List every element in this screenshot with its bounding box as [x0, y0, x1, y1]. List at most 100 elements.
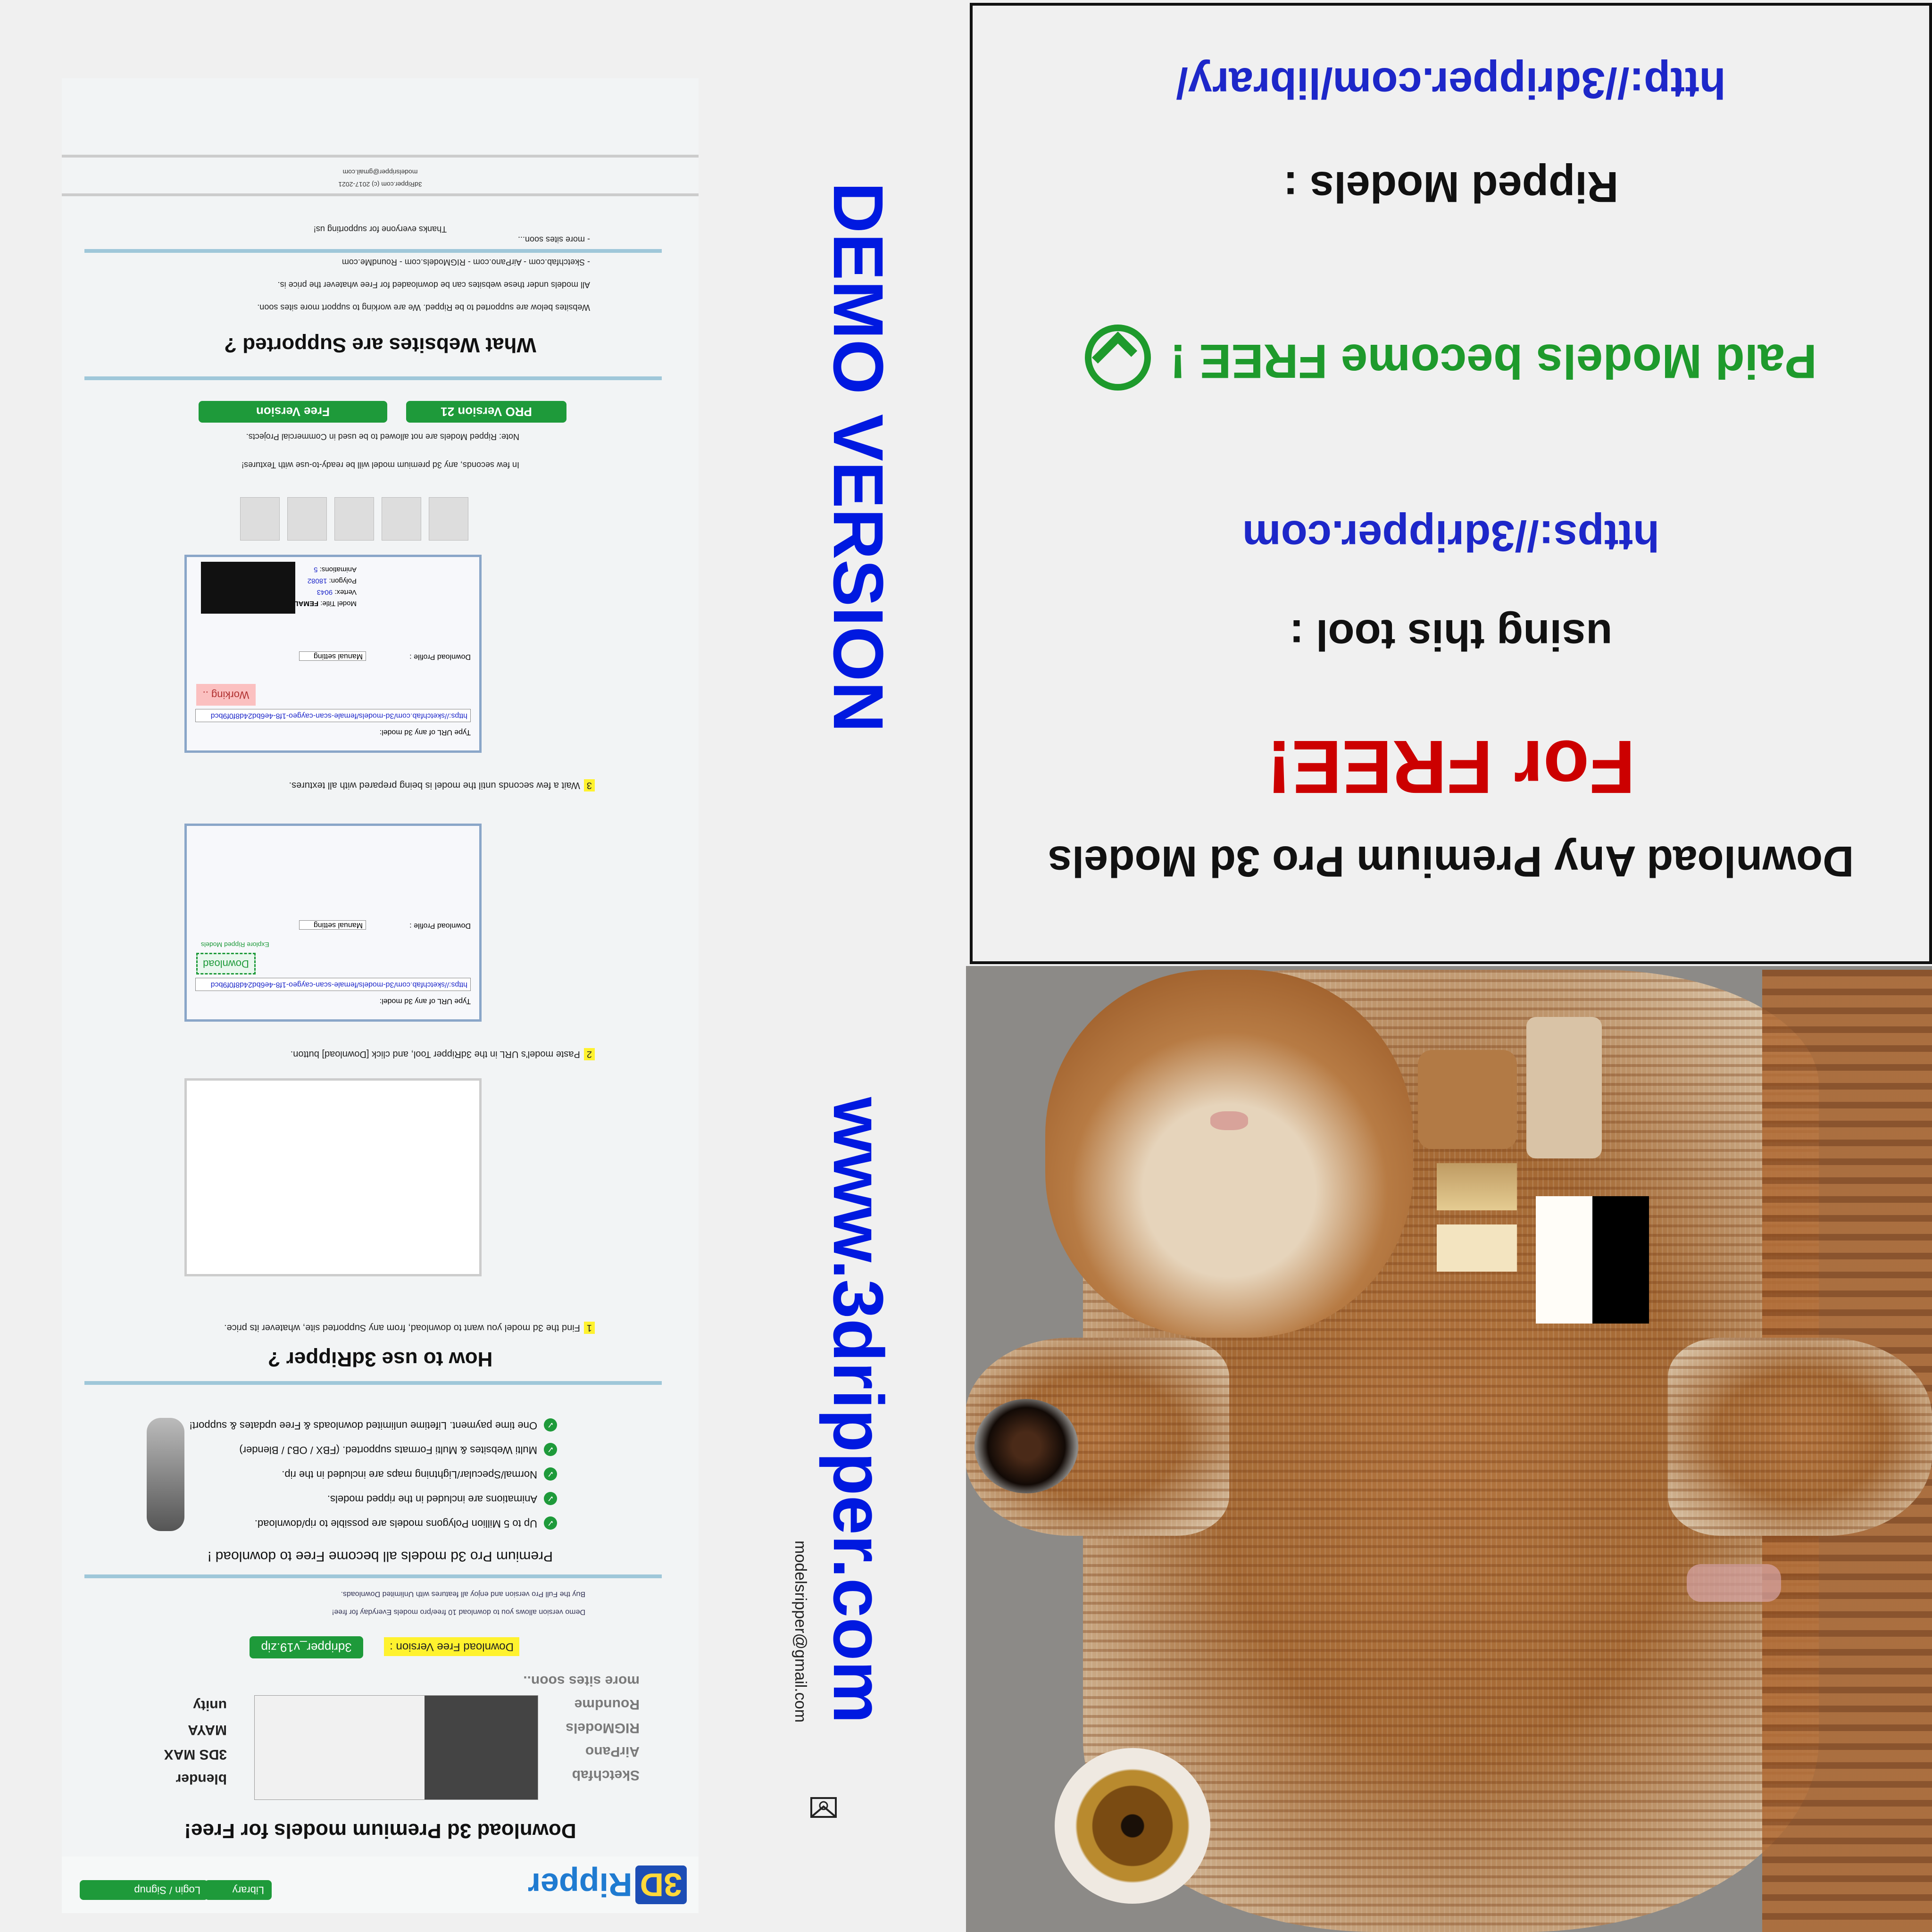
download-button[interactable]: Download — [196, 953, 256, 974]
profile-label: Download Profile : — [409, 922, 471, 930]
check-icon: ✓ — [544, 1516, 557, 1530]
black-white-swatch — [1536, 1196, 1649, 1324]
watermark-email: modelsripper@gmail.com — [791, 1541, 809, 1723]
logo-3d-badge: 3D — [635, 1865, 687, 1904]
step-1-screenshot — [184, 1078, 482, 1276]
watermark-demo-version: DEMO VERSION — [819, 182, 898, 733]
check-icon: ✓ — [544, 1491, 557, 1505]
library-button[interactable]: Library — [205, 1880, 272, 1900]
site-footer: 3dRipper.com (c) 2017-2021 modelsripper@… — [62, 155, 699, 196]
brand-roundme: Roundme — [574, 1697, 640, 1712]
fur-ear-patch — [1418, 1050, 1517, 1149]
trial-notes: Demo version allows you to download 10 f… — [332, 1585, 585, 1621]
fur-small-patch — [1526, 1017, 1602, 1158]
texture-thumb[interactable] — [382, 497, 421, 541]
check-icon: ✓ — [544, 1442, 557, 1456]
url-input[interactable]: https://sketchfab.com/3d-models/female-s… — [195, 978, 471, 991]
app-3dsmax: 3DS MAX — [164, 1747, 227, 1762]
cream-swatch — [1437, 1163, 1517, 1210]
check-icon: ✓ — [544, 1418, 557, 1432]
section-divider — [84, 249, 662, 253]
texture-thumb[interactable] — [287, 497, 327, 541]
tool-window-download: Type URL of any 3d model: https://sketch… — [184, 824, 482, 1022]
step-1: 1Find the 3d model you want to download,… — [224, 1322, 595, 1334]
download-file-button[interactable]: 3dripper_v19.zip — [250, 1636, 363, 1658]
step-2: 2Paste model's URL in the 3dRipper Tool,… — [291, 1048, 595, 1060]
trial-note-demo: Demo version allows you to download 10 f… — [332, 1608, 585, 1616]
url-label: Type URL of any 3d model: — [379, 728, 471, 736]
supported-line: Websites below are supported to be Rippe… — [257, 303, 590, 312]
promo-paid-free-text: Paid Models become FREE ! — [1170, 334, 1817, 389]
trial-note-buy[interactable]: Buy the Full Pro version and enjoy all f… — [341, 1590, 585, 1598]
character-figure — [147, 1418, 184, 1531]
check-icon: ✓ — [544, 1467, 557, 1481]
texture-thumb[interactable] — [334, 497, 374, 541]
model-preview — [201, 562, 295, 614]
step-number: 1 — [583, 1322, 595, 1334]
promo-line-using-tool: using this tool : — [1289, 611, 1613, 659]
profile-select[interactable]: Manual setting — [299, 920, 366, 930]
step-number: 3 — [583, 779, 595, 791]
promo-line-paid-free: Paid Models become FREE ! — [973, 325, 1929, 391]
feature-item: ✓Animations are included in the ripped m… — [190, 1487, 557, 1511]
note-ready: In few seconds, any 3d premium model wil… — [242, 460, 519, 470]
step-number: 2 — [583, 1048, 595, 1060]
feature-item: ✓One time payment. Lifetime unlimited do… — [190, 1413, 557, 1438]
hero-title: Download 3d Premium models for Free! — [184, 1819, 576, 1842]
supported-sites-links[interactable]: - Sketchfab.com - AirPano.com - RIGModel… — [341, 258, 590, 267]
brand-more-soon: more sites soon.. — [523, 1673, 640, 1689]
fur-leg-left — [1668, 1338, 1932, 1536]
thanks-text: Thanks everyone for supporting us! — [313, 225, 447, 234]
profile-select[interactable]: Manual setting — [299, 651, 366, 661]
explore-ripped-link[interactable]: Explore Ripped Models — [201, 941, 269, 949]
envelope-icon — [810, 1797, 837, 1818]
app-blender: blender — [175, 1771, 227, 1787]
tan-swatch — [1437, 1224, 1517, 1272]
feature-item: ✓Normal/Specular/Lightning maps are incl… — [190, 1462, 557, 1487]
eye-texture — [1055, 1748, 1210, 1904]
supported-text: Websites below are supported to be Rippe… — [257, 228, 590, 319]
section-divider — [84, 1574, 662, 1578]
brand-airpano: AirPano — [585, 1744, 640, 1759]
pro-version-button[interactable]: PRO Version 21 — [406, 401, 566, 423]
app-maya: MAYA — [188, 1722, 227, 1738]
promo-line-download: Download Any Premium Pro 3d Models — [1048, 837, 1854, 885]
texture-thumb[interactable] — [240, 497, 280, 541]
login-signup-button[interactable]: Login / Signup — [80, 1880, 208, 1900]
app-unity: unity — [193, 1698, 227, 1713]
website-screenshot: 3DRipper Library Login / Signup Download… — [62, 78, 699, 1913]
section-divider — [84, 376, 662, 380]
supported-title: What Websites are Supported ? — [224, 333, 536, 357]
features-title: Premium Pro 3d models all become Free to… — [208, 1549, 553, 1564]
texture-atlas — [966, 966, 1932, 1932]
texture-thumb[interactable] — [429, 497, 468, 541]
promo-link-library[interactable]: http://3dripper.com/library/ — [1176, 59, 1726, 107]
dark-eye-texture — [974, 1399, 1078, 1493]
site-logo[interactable]: 3DRipper — [528, 1865, 687, 1904]
download-row: Download Free Version : 3dripper_v19.zip — [250, 1636, 519, 1658]
feature-item: ✓Up to 5 Million Polygons models are pos… — [190, 1511, 557, 1536]
supported-line: All models under these websites can be d… — [277, 280, 590, 290]
feature-item: ✓Multi Websites & Multi Formats supporte… — [190, 1438, 557, 1462]
note-commercial: Note: Ripped Models are not allowed to b… — [246, 432, 519, 441]
step-3: 3Wait a few seconds until the model is b… — [289, 779, 595, 791]
brand-rigmodels: RIGModels — [566, 1720, 640, 1736]
profile-label: Download Profile : — [409, 653, 471, 661]
fur-head-patch — [1045, 970, 1413, 1338]
footer-email[interactable]: modelsripper@gmail.com — [342, 168, 418, 176]
promo-link-site[interactable]: https://3dripper.com — [1242, 512, 1660, 560]
download-free-label: Download Free Version : — [384, 1637, 519, 1656]
watermark-site: www.3dripper.com — [819, 1097, 898, 1724]
site-header: 3DRipper Library Login / Signup — [62, 1857, 699, 1913]
brand-sketchfab: Sketchfab — [572, 1767, 640, 1783]
promo-line-ripped-models: Ripped Models : — [1283, 163, 1619, 211]
section-divider — [84, 1381, 662, 1385]
free-version-button[interactable]: Free Version — [199, 401, 387, 423]
promo-title-panel: Download Any Premium Pro 3d Models For F… — [970, 3, 1932, 964]
nose-patch — [1210, 1111, 1248, 1130]
working-button[interactable]: Working .. — [196, 684, 256, 706]
url-input[interactable]: https://sketchfab.com/3d-models/female-s… — [195, 709, 471, 722]
tool-window-working: Type URL of any 3d model: https://sketch… — [184, 555, 482, 753]
source-sites-list: Sketchfab AirPano RIGModels Roundme more… — [523, 1665, 640, 1790]
